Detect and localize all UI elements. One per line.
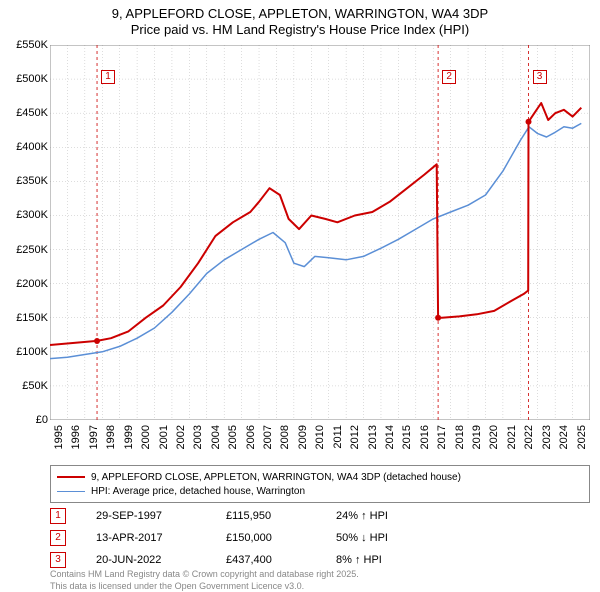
- x-tick-label: 2015: [401, 425, 413, 460]
- y-tick-label: £100K: [0, 346, 48, 358]
- sale-diff: 50% ↓ HPI: [336, 532, 456, 544]
- sale-date: 20-JUN-2022: [96, 554, 226, 566]
- chart-container: 9, APPLEFORD CLOSE, APPLETON, WARRINGTON…: [0, 0, 600, 590]
- x-tick-label: 2016: [419, 425, 431, 460]
- x-tick-label: 2000: [140, 425, 152, 460]
- sale-price: £437,400: [226, 554, 336, 566]
- y-tick-label: £500K: [0, 73, 48, 85]
- plot-area: [50, 45, 590, 420]
- x-tick-label: 2004: [210, 425, 222, 460]
- legend-swatch: [57, 476, 85, 478]
- legend-item: 9, APPLEFORD CLOSE, APPLETON, WARRINGTON…: [57, 470, 583, 484]
- sale-price: £150,000: [226, 532, 336, 544]
- sale-date: 29-SEP-1997: [96, 510, 226, 522]
- title-line2: Price paid vs. HM Land Registry's House …: [131, 22, 469, 37]
- sale-index-box: 2: [50, 530, 66, 546]
- y-tick-label: £150K: [0, 312, 48, 324]
- x-tick-label: 2014: [384, 425, 396, 460]
- x-tick-label: 2023: [541, 425, 553, 460]
- x-tick-label: 2010: [314, 425, 326, 460]
- x-tick-label: 1997: [88, 425, 100, 460]
- footer: Contains HM Land Registry data © Crown c…: [50, 568, 590, 592]
- x-tick-label: 1999: [123, 425, 135, 460]
- x-tick-label: 1996: [70, 425, 82, 460]
- footer-line1: Contains HM Land Registry data © Crown c…: [50, 569, 359, 579]
- y-tick-label: £200K: [0, 278, 48, 290]
- sale-diff: 24% ↑ HPI: [336, 510, 456, 522]
- y-tick-label: £450K: [0, 107, 48, 119]
- x-tick-label: 2017: [436, 425, 448, 460]
- legend: 9, APPLEFORD CLOSE, APPLETON, WARRINGTON…: [50, 465, 590, 503]
- x-tick-label: 2021: [506, 425, 518, 460]
- x-tick-label: 1995: [53, 425, 65, 460]
- y-tick-label: £350K: [0, 175, 48, 187]
- y-tick-label: £50K: [0, 380, 48, 392]
- sale-marker-label: 2: [442, 70, 456, 84]
- sale-index-box: 1: [50, 508, 66, 524]
- sale-diff: 8% ↑ HPI: [336, 554, 456, 566]
- x-tick-label: 2002: [175, 425, 187, 460]
- chart-title: 9, APPLEFORD CLOSE, APPLETON, WARRINGTON…: [0, 6, 600, 38]
- y-tick-label: £400K: [0, 141, 48, 153]
- title-line1: 9, APPLEFORD CLOSE, APPLETON, WARRINGTON…: [112, 6, 488, 21]
- x-tick-label: 2020: [488, 425, 500, 460]
- x-tick-label: 2009: [297, 425, 309, 460]
- y-tick-label: £550K: [0, 39, 48, 51]
- y-tick-label: £0: [0, 414, 48, 426]
- x-tick-label: 2005: [227, 425, 239, 460]
- x-tick-label: 2007: [262, 425, 274, 460]
- x-tick-label: 2008: [279, 425, 291, 460]
- legend-label: 9, APPLEFORD CLOSE, APPLETON, WARRINGTON…: [91, 472, 461, 483]
- x-tick-label: 2011: [332, 425, 344, 460]
- x-tick-label: 2003: [192, 425, 204, 460]
- sales-table: 1 29-SEP-1997£115,95024% ↑ HPI 2 13-APR-201…: [50, 505, 590, 571]
- x-tick-label: 2024: [558, 425, 570, 460]
- x-tick-label: 2001: [158, 425, 170, 460]
- sale-row: 1 29-SEP-1997£115,95024% ↑ HPI: [50, 505, 590, 527]
- legend-label: HPI: Average price, detached house, Warr…: [91, 486, 305, 497]
- sale-row: 2 13-APR-2017£150,00050% ↓ HPI: [50, 527, 590, 549]
- sale-index-box: 3: [50, 552, 66, 568]
- x-tick-label: 2012: [349, 425, 361, 460]
- y-tick-label: £300K: [0, 209, 48, 221]
- x-tick-label: 1998: [105, 425, 117, 460]
- x-tick-label: 2006: [245, 425, 257, 460]
- sale-date: 13-APR-2017: [96, 532, 226, 544]
- plot-svg: [50, 45, 590, 420]
- legend-item: HPI: Average price, detached house, Warr…: [57, 484, 583, 498]
- x-tick-label: 2019: [471, 425, 483, 460]
- x-tick-label: 2022: [523, 425, 535, 460]
- x-tick-label: 2018: [454, 425, 466, 460]
- x-tick-label: 2013: [367, 425, 379, 460]
- sale-marker-label: 3: [533, 70, 547, 84]
- legend-swatch: [57, 491, 85, 492]
- y-tick-label: £250K: [0, 244, 48, 256]
- x-tick-label: 2025: [576, 425, 588, 460]
- sale-price: £115,950: [226, 510, 336, 522]
- sale-marker-label: 1: [101, 70, 115, 84]
